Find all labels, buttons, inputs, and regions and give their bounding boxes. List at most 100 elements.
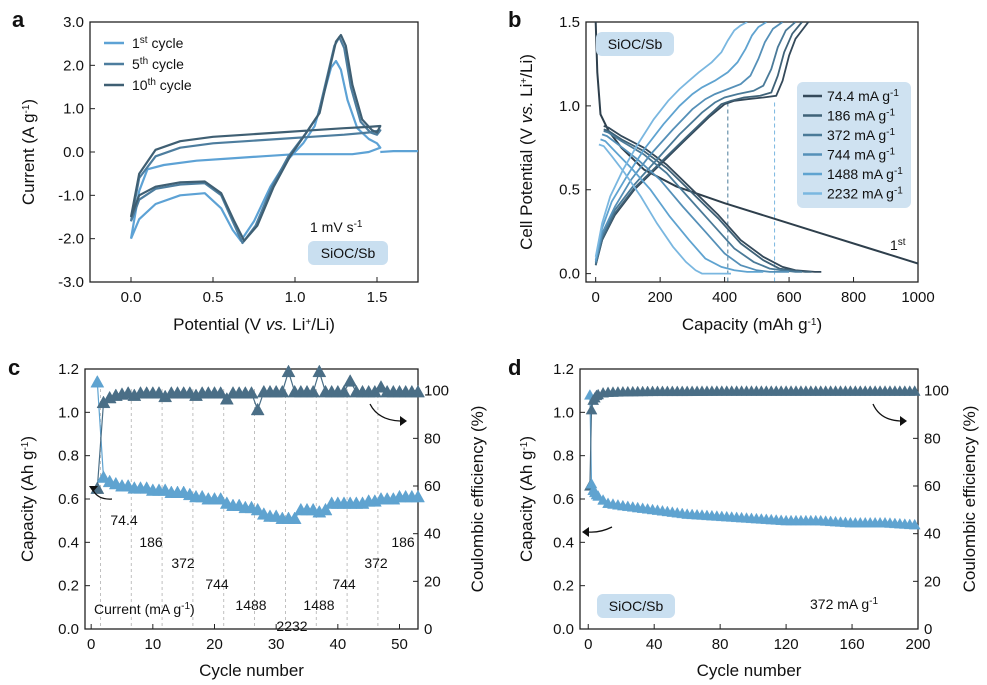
discharge-curve-5 — [600, 138, 764, 273]
legend-entry: 1st cycle — [132, 35, 184, 52]
plot-frame-d — [579, 368, 919, 630]
y2-tick-label: 40 — [924, 526, 941, 543]
y-tick-label: 1.0 — [553, 404, 574, 421]
x-tick-label: 1.0 — [285, 289, 306, 306]
x-tick-label: 0 — [87, 636, 95, 653]
panel-d: d 0 40 80 120 160 200 0.0 0.2 0.4 0.6 0.8 1.0 1.2 0 20 4… — [508, 355, 979, 680]
capacity-point — [318, 502, 333, 516]
panel-letter-d: d — [508, 355, 521, 380]
capacity-point — [908, 518, 921, 530]
ce-point — [374, 380, 388, 393]
x-axis-label-b: Capacity (mAh g-1) — [682, 315, 822, 334]
arrow-head — [400, 416, 407, 426]
ce-point — [213, 386, 228, 399]
capacity-point — [287, 511, 302, 524]
charge-curve-5 — [594, 22, 767, 261]
charge-curve-3 — [594, 22, 797, 264]
rate-label: 186 — [391, 534, 415, 550]
rate-label: 74.4 — [110, 512, 137, 528]
charge-curve-6 — [594, 22, 748, 257]
first-discharge-curve — [594, 22, 918, 265]
y-tick-label: 0.6 — [553, 491, 574, 508]
x-tick-label: 200 — [905, 636, 930, 653]
panel-letter-c: c — [8, 355, 20, 380]
x-tick-label: 800 — [841, 289, 866, 306]
y-tick-label: -1.0 — [58, 187, 84, 204]
rate-label: 1488 — [303, 597, 334, 613]
ce-point — [312, 364, 327, 378]
scan-rate-annotation: 1 mV s-1 — [310, 219, 363, 236]
panel-b: b 0 200 400 600 800 1000 0.0 0.5 1.0 1.5 Capacity (… — [508, 7, 935, 334]
plot-frame-b — [585, 21, 919, 283]
y-axis-label-d: Capacity (Ah g-1) — [517, 436, 536, 562]
x-tick-label: 200 — [648, 289, 673, 306]
x-tick-label: 80 — [712, 636, 729, 653]
y-tick-label: 0.5 — [559, 182, 580, 199]
panel-c: c 0 10 20 30 40 50 0.0 0.2 0.4 0.6 0.8 1.0 1.2 0 20 40 60… — [8, 355, 487, 680]
rate-label: 186 — [139, 534, 163, 550]
x-tick-label: 40 — [646, 636, 663, 653]
capacity-point — [585, 477, 598, 489]
x-tick-label: 1000 — [901, 289, 934, 306]
ce-point — [306, 384, 321, 398]
rate-label: 372 — [364, 555, 388, 571]
y-tick-label: -3.0 — [58, 274, 84, 291]
y-tick-label: 1.0 — [63, 101, 84, 118]
material-badge-b: SiOC/Sb — [608, 36, 663, 52]
y-axis-label-c: Capacity (Ah g-1) — [18, 436, 37, 562]
x-tick-label: 160 — [840, 636, 865, 653]
x-tick-label: 30 — [268, 636, 285, 653]
rate-label: 744 — [205, 576, 229, 592]
legend-entry: 10th cycle — [132, 77, 192, 94]
arrow-head — [582, 527, 589, 537]
y-tick-label: 0.0 — [58, 621, 79, 638]
y-tick-label: 0.2 — [553, 578, 574, 595]
legend-entry: 5th cycle — [132, 56, 184, 73]
y2-tick-label: 40 — [424, 526, 441, 543]
discharge-curve-6 — [598, 143, 731, 275]
material-badge-d: SiOC/Sb — [609, 598, 664, 614]
x-axis-label-a: Potential (V vs. Li+/Li) — [173, 315, 335, 334]
x-tick-label: 1.5 — [367, 289, 388, 306]
x-axis-label-c: Cycle number — [199, 661, 304, 680]
material-badge-d-bg — [597, 594, 675, 618]
ce-point — [250, 402, 265, 416]
ce-line — [589, 390, 918, 487]
y-tick-label: -2.0 — [58, 231, 84, 248]
y-tick-label: 1.0 — [559, 98, 580, 115]
legend-entry: 74.4 mA g-1 — [827, 88, 899, 105]
x-tick-label: 120 — [774, 636, 799, 653]
arrow-capacity — [587, 526, 613, 533]
y-tick-label: 1.0 — [58, 404, 79, 421]
discharge-curve-3 — [603, 130, 802, 273]
x-tick-label: 600 — [777, 289, 802, 306]
y2-axis-label-d: Coulombic efficiency (%) — [960, 406, 979, 593]
ce-point — [275, 384, 290, 398]
charge-curve-4 — [594, 22, 784, 263]
y-tick-label: 3.0 — [63, 14, 84, 31]
ce-point — [281, 364, 296, 378]
material-badge-a: SiOC/Sb — [321, 245, 376, 261]
rate-label: 2232 — [276, 618, 307, 634]
y2-axis-label-c: Coulombic efficiency (%) — [468, 406, 487, 593]
first-cycle-label: 1st — [890, 237, 906, 254]
y2-tick-label: 0 — [424, 621, 432, 638]
rate-label: 1488 — [235, 597, 266, 613]
x-axis-label-d: Cycle number — [697, 661, 802, 680]
y-tick-label: 0.4 — [553, 534, 574, 551]
y-tick-label: 0.0 — [559, 266, 580, 283]
arrow-ce — [369, 403, 401, 422]
y2-tick-label: 80 — [424, 430, 441, 447]
capacity-point — [250, 502, 265, 516]
arrow-capacity — [92, 489, 113, 500]
x-tick-label: 400 — [712, 289, 737, 306]
y-tick-label: 2.0 — [63, 57, 84, 74]
legend-entry: 1488 mA g-1 — [827, 166, 903, 183]
arrow-head — [89, 486, 98, 492]
x-tick-label: 10 — [144, 636, 161, 653]
rate-annotation-d: 372 mA g-1 — [810, 596, 878, 613]
cv-curve-2 — [380, 150, 418, 154]
x-tick-label: 0.0 — [121, 289, 142, 306]
x-tick-label: 20 — [206, 636, 223, 653]
